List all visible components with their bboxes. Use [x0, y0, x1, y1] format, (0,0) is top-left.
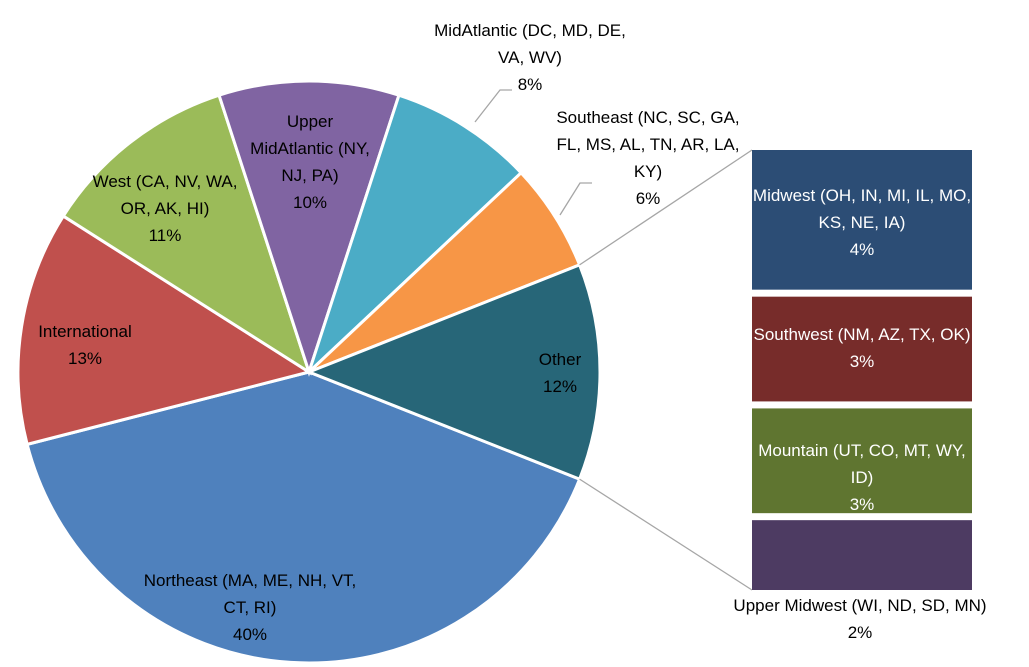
data-label: Midwest (OH, IN, MI, IL, MO, KS, NE, IA)… [750, 182, 974, 263]
pie-slice [16, 214, 313, 447]
connector-line [579, 478, 753, 591]
category-label: Southwest (NM, AZ, TX, OK) [753, 325, 971, 344]
value-label: 2% [847, 623, 873, 642]
value-label: 6% [635, 189, 661, 208]
category-label: Northeast (MA, ME, NH, VT, CT, RI) [143, 571, 357, 617]
data-label: Upper MidAtlantic (NY, NJ, PA) 10% [245, 108, 375, 216]
category-label: International [38, 322, 132, 341]
value-label: 3% [849, 352, 875, 371]
category-label: Upper MidAtlantic (NY, NJ, PA) [250, 112, 370, 185]
bar-segment [752, 150, 972, 290]
value-label: 40% [232, 625, 268, 644]
leader-line [559, 182, 592, 216]
value-label: 13% [67, 349, 103, 368]
pie-slice [61, 93, 312, 376]
category-label: Midwest (OH, IN, MI, IL, MO, KS, NE, IA) [752, 186, 972, 232]
data-label: Upper Midwest (WI, ND, SD, MN) 2% [690, 592, 1029, 646]
category-label: Mountain (UT, CO, MT, WY, ID) [758, 441, 966, 487]
pie-slice [307, 93, 524, 374]
data-label: Southeast (NC, SC, GA, FL, MS, AL, TN, A… [548, 104, 748, 212]
data-label: Mountain (UT, CO, MT, WY, ID) 3% [750, 437, 974, 518]
data-label: West (CA, NV, WA, OR, AK, HI) 11% [90, 168, 240, 249]
pie-slice [25, 370, 582, 665]
value-label: 4% [849, 240, 875, 259]
category-label: MidAtlantic (DC, MD, DE, VA, WV) [434, 21, 626, 67]
connector-line [579, 149, 753, 266]
value-label: 8% [517, 75, 543, 94]
bar-segment [752, 520, 972, 590]
bar-segment [752, 296, 972, 402]
value-label: 12% [542, 377, 578, 396]
value-label: 11% [148, 226, 182, 245]
data-label: International 13% [10, 318, 160, 372]
bar-segment [752, 408, 972, 514]
data-label: Northeast (MA, ME, NH, VT, CT, RI) 40% [135, 567, 365, 648]
pie-slice [217, 79, 401, 377]
data-label: Other 12% [510, 346, 610, 400]
data-label: MidAtlantic (DC, MD, DE, VA, WV) 8% [430, 17, 630, 98]
pie-slice [304, 262, 602, 482]
value-label: 10% [292, 193, 328, 212]
category-label: West (CA, NV, WA, OR, AK, HI) [92, 172, 238, 218]
value-label: 3% [849, 495, 875, 514]
category-label: Upper Midwest (WI, ND, SD, MN) [733, 596, 987, 615]
leader-line [474, 89, 512, 123]
data-label: Southwest (NM, AZ, TX, OK) 3% [750, 321, 974, 375]
category-label: Other [538, 350, 582, 369]
category-label: Southeast (NC, SC, GA, FL, MS, AL, TN, A… [556, 108, 740, 181]
